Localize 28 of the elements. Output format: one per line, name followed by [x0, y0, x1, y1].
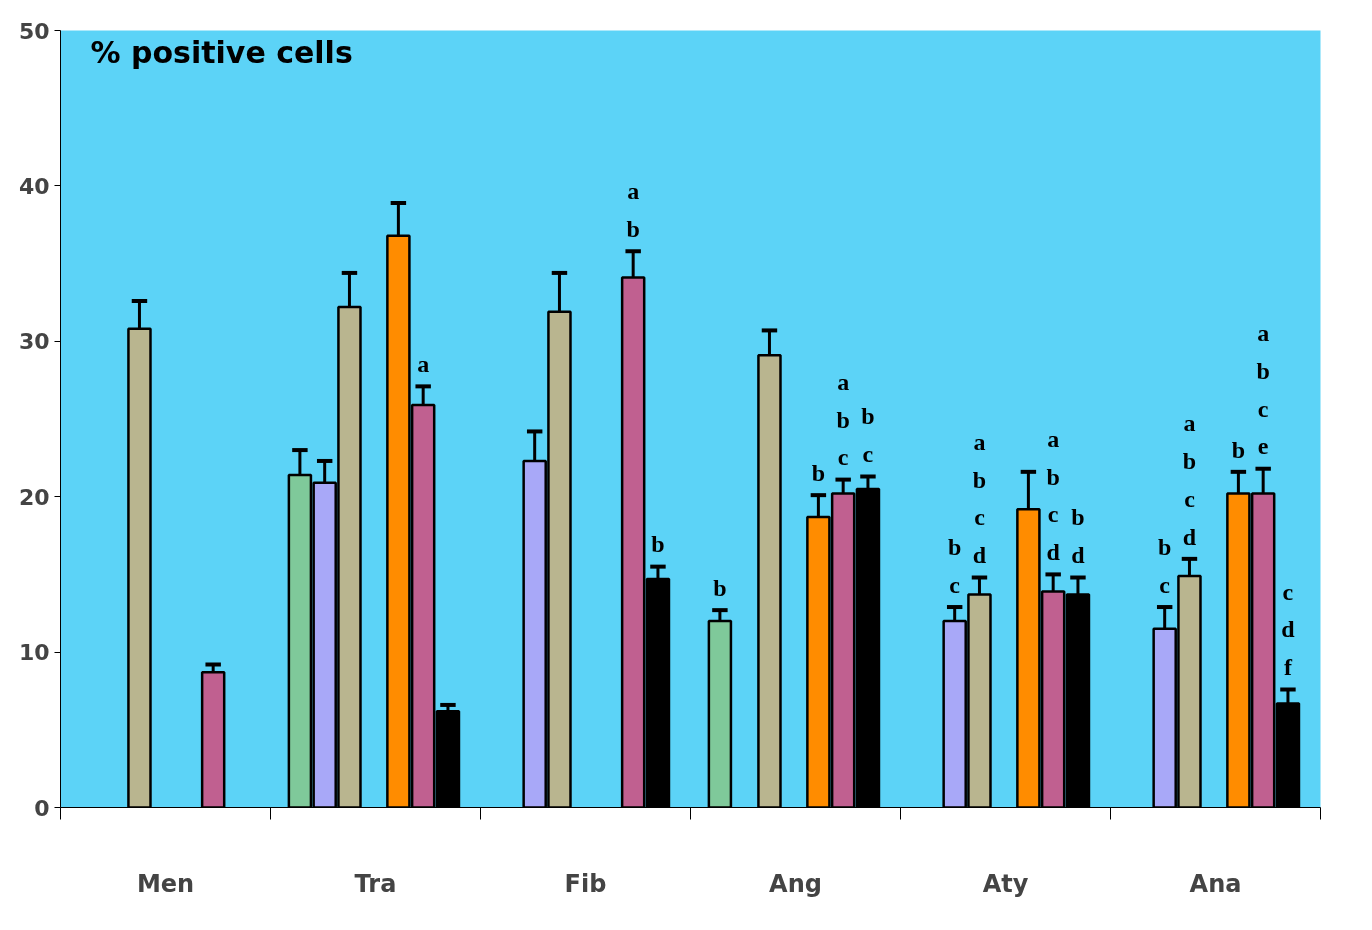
y-tick-label: 20	[18, 484, 50, 510]
y-tick-label: 0	[34, 795, 50, 821]
x-tick-label: Ana	[1189, 869, 1242, 898]
y-tick-label: 30	[18, 329, 50, 355]
data-label: b d	[1071, 504, 1086, 569]
data-label: b c	[1158, 534, 1172, 598]
data-label: b	[811, 459, 826, 486]
y-tick-label: 50	[18, 18, 50, 44]
data-label: b	[713, 574, 727, 601]
x-tick-label: Fib	[564, 869, 607, 898]
data-label: a b c	[836, 368, 850, 471]
x-tick-label: Ang	[769, 869, 822, 898]
x-tick-label: Tra	[354, 869, 397, 898]
data-label: b	[651, 531, 665, 558]
data-label: c d f	[1281, 578, 1296, 681]
data-label: a b c d	[1182, 410, 1197, 550]
x-tick-label: Aty	[982, 869, 1029, 898]
data-label: a b c e	[1256, 320, 1270, 460]
x-tick-label: Men	[136, 869, 195, 898]
data-label: a b c d	[1046, 425, 1061, 566]
chart-title: % positive cells	[90, 34, 353, 70]
data-label: a b	[626, 178, 640, 242]
data-label: a	[417, 351, 430, 378]
data-label: b c	[948, 534, 962, 598]
y-tick-label: 40	[18, 173, 50, 199]
y-tick-label: 10	[18, 640, 50, 666]
data-label: b c	[861, 403, 875, 468]
data-label: b	[1231, 436, 1246, 463]
